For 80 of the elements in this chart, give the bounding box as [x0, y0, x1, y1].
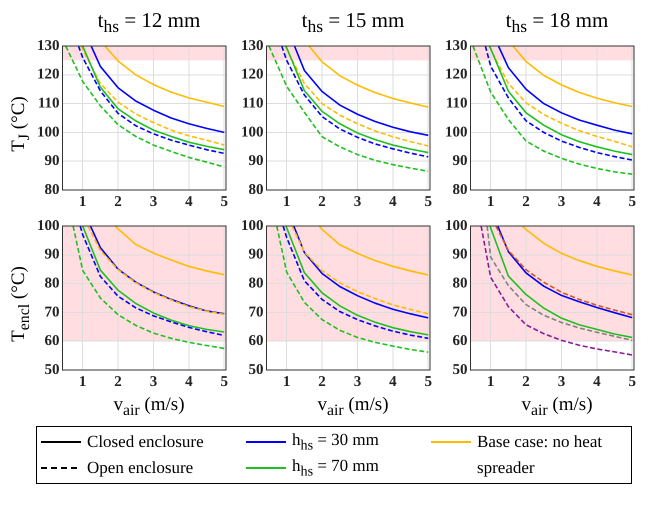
y-tick-label: 100	[37, 218, 60, 234]
x-tick-label: 1	[282, 194, 290, 210]
y-tick-label: 100	[445, 124, 468, 140]
y-tick-label: 80	[44, 275, 60, 292]
y-tick-label: 110	[38, 95, 60, 112]
y-tick-label: 120	[37, 66, 60, 83]
x-tick-label: 4	[185, 374, 194, 390]
y-tick-label: 90	[452, 153, 468, 170]
x-tick-label: 5	[628, 374, 636, 390]
x-tick-label: 5	[424, 194, 432, 210]
y-tick-label: 120	[241, 66, 264, 83]
y-tick-label: 90	[248, 246, 264, 263]
y-tick-label: 100	[241, 124, 264, 140]
y-tick-label: 70	[248, 304, 264, 320]
x-tick-label: 3	[558, 374, 566, 390]
y-tick-label: 80	[248, 275, 264, 292]
x-tick-label: 2	[522, 374, 530, 390]
y-tick-label: 130	[241, 38, 264, 54]
x-tick-label: 2	[522, 194, 530, 210]
x-tick-label: 3	[150, 194, 158, 210]
y-tick-label: 90	[248, 153, 264, 170]
y-tick-label: 90	[452, 246, 468, 263]
y-tick-label: 100	[445, 218, 468, 234]
x-tick-label: 5	[220, 374, 228, 390]
text: Closed enclosure	[87, 432, 204, 452]
y-tick-label: 90	[44, 153, 60, 170]
y-tick-label: 120	[445, 66, 468, 83]
x-axis-title: v$_{air}$ (m/s)	[316, 394, 390, 419]
x-tick-label: 4	[185, 194, 194, 210]
x-tick-label: 2	[318, 374, 326, 390]
y-tick-label: 100	[241, 218, 264, 234]
x-tick-label: 3	[150, 374, 158, 390]
y-tick-label: 80	[452, 275, 468, 292]
text: h$_{hs}$ = 30 mm	[292, 430, 379, 454]
y-tick-label: 60	[44, 333, 60, 350]
x-axis-title: v$_{air}$ (m/s)	[112, 394, 186, 419]
x-tick-label: 1	[282, 374, 290, 390]
x-tick-label: 1	[78, 374, 86, 390]
y-tick-label: 70	[452, 304, 468, 320]
line-series	[64, 46, 226, 168]
y-tick-label: 50	[44, 362, 60, 378]
y-tick-label: 130	[445, 38, 468, 54]
chart-title: t$_{hs}$ = 18 mm	[504, 8, 610, 36]
x-tick-label: 2	[114, 194, 122, 210]
chart-title: t$_{hs}$ = 12 mm	[96, 8, 202, 36]
y-tick-label: 60	[248, 333, 264, 350]
x-tick-label: 1	[78, 194, 86, 210]
x-tick-label: 3	[558, 194, 566, 210]
x-tick-label: 2	[318, 194, 326, 210]
x-tick-label: 4	[593, 194, 602, 210]
x-tick-label: 4	[389, 374, 398, 390]
x-tick-label: 5	[628, 194, 636, 210]
chart-title: t$_{hs}$ = 15 mm	[300, 8, 406, 36]
x-tick-label: 2	[114, 374, 122, 390]
y-tick-label: 100	[37, 124, 60, 140]
x-tick-label: 5	[424, 374, 432, 390]
y-tick-label: 130	[37, 38, 60, 54]
y-tick-label: 80	[44, 182, 60, 198]
y-tick-label: 110	[446, 95, 468, 112]
y-tick-label: 60	[452, 333, 468, 350]
x-tick-label: 4	[593, 374, 602, 390]
y-tick-label: 80	[248, 182, 264, 198]
x-tick-label: 3	[354, 194, 362, 210]
line-series	[268, 46, 430, 172]
y-tick-label: 70	[44, 304, 60, 320]
text: h$_{hs}$ = 70 mm	[292, 456, 379, 480]
x-tick-label: 1	[486, 374, 494, 390]
x-tick-label: 1	[486, 194, 494, 210]
text: Base case: no heat spreader	[477, 431, 604, 479]
y-tick-label: 80	[452, 182, 468, 198]
y-tick-label: 110	[242, 95, 264, 112]
line-series	[472, 46, 634, 175]
y-tick-label: 50	[452, 362, 468, 378]
text: Open enclosure	[87, 458, 194, 478]
x-tick-label: 4	[389, 194, 398, 210]
y-tick-label: 90	[44, 246, 60, 263]
x-tick-label: 5	[220, 194, 228, 210]
x-axis-title: v$_{air}$ (m/s)	[520, 394, 594, 419]
x-tick-label: 3	[354, 374, 362, 390]
y-tick-label: 50	[248, 362, 264, 378]
